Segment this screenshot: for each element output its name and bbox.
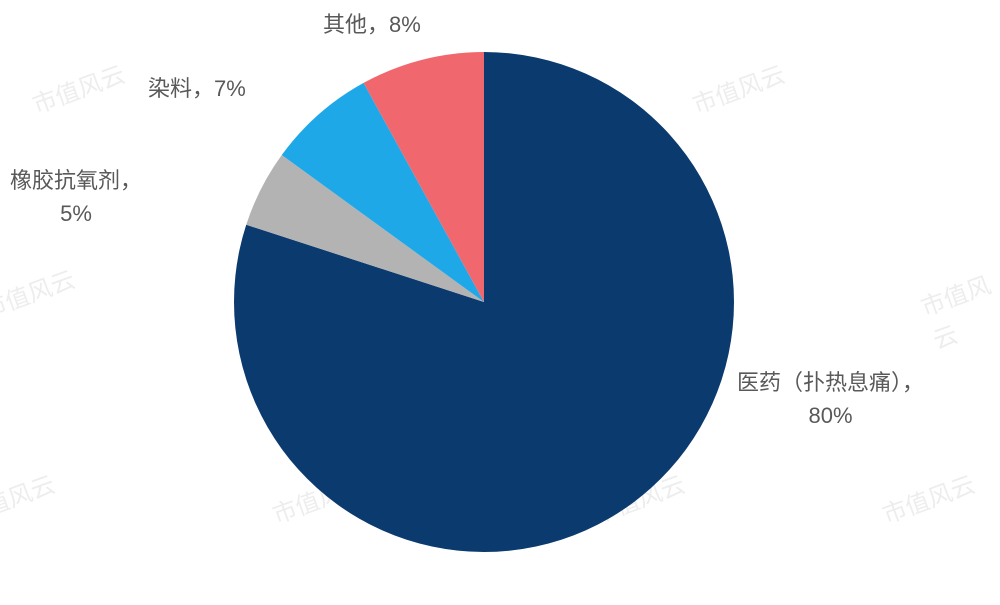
slice-label-main-line2: 80%	[737, 399, 924, 432]
slice-label-dye: 染料，7%	[148, 72, 246, 105]
watermark-text: 市值风云	[0, 260, 79, 326]
slice-label-main-line1: 医药（扑热息痛），	[737, 370, 924, 395]
pie-chart-container: 市值风云市值风云市值风云市值风云市值风云市值风云市值风云市值风云市值风云市值风云…	[0, 0, 1000, 605]
slice-label-other: 其他，8%	[323, 8, 421, 41]
watermark-text: 市值风云	[877, 465, 979, 531]
pie-chart	[234, 52, 734, 552]
slice-label-rubber-line1: 橡胶抗氧剂，	[10, 168, 142, 193]
watermark-text: 市值风云	[27, 55, 129, 121]
watermark-text: 市值风云	[0, 465, 59, 531]
slice-label-rubber: 橡胶抗氧剂， 5%	[10, 164, 142, 230]
slice-label-main: 医药（扑热息痛）， 80%	[737, 366, 924, 432]
slice-label-rubber-line2: 5%	[10, 197, 142, 230]
watermark-text: 市值风云	[915, 264, 1000, 355]
